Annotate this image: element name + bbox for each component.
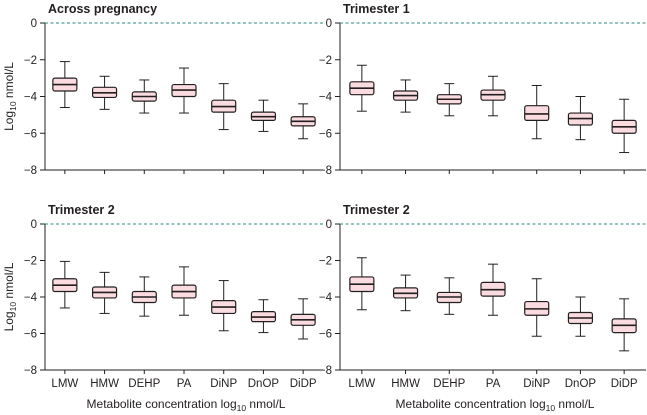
panel-2-title: Trimester 1 [343,2,410,16]
panel-3-category-label-dnop: DnOP [248,378,280,390]
panel-4-category-label-dinp: DiNP [523,378,550,390]
panel-3-category-label-lmw: LMW [51,378,78,390]
panel-2-y-tick-label: 0 [326,18,332,30]
panel-4-y-tick-label: −6 [319,329,332,341]
panel-2-y-tick-label: −8 [319,165,332,177]
panel-1-y-tick-label: −8 [24,165,37,177]
panel-3-y-tick-label: 0 [31,219,37,231]
panel-2-box-dinp [524,105,550,121]
panel-3-y-tick-label: −4 [24,292,38,304]
panel-4-y-tick-label: −2 [319,256,332,268]
panel-1-y-tick-label: −4 [24,92,38,104]
panel-1-y-tick-label: 0 [31,18,37,30]
panel-2-y-tick-label: −2 [319,55,332,67]
panel-2-y-tick-label: −4 [319,92,333,104]
panel-4-x-axis-label: Metabolite concentration log10 nmol/L [396,397,595,413]
panel-4-category-label-lmw: LMW [348,378,375,390]
panel-3-title: Trimester 2 [48,203,115,217]
panel-4-y-tick-label: −4 [319,292,333,304]
panel-4-category-label-didp: DiDP [611,378,638,390]
panel-1-y-tick-label: −2 [24,55,37,67]
panel-3-y-tick-label: −8 [24,365,37,377]
panel-3-x-axis-label: Metabolite concentration log10 nmol/L [87,397,286,413]
panel-3-category-label-dehp: DEHP [128,378,160,390]
panel-4-category-label-pa: PA [486,378,501,390]
panel-4-category-label-hmw: HMW [391,378,420,390]
panel-3-y-tick-label: −2 [24,256,37,268]
panel-3-category-label-hmw: HMW [90,378,119,390]
panel-4-y-tick-label: 0 [326,219,332,231]
panel-3-category-label-dinp: DiNP [210,378,237,390]
panel-3-y-axis-label: Log10 nmol/L [2,262,18,331]
panel-4-title: Trimester 2 [343,203,410,217]
panel-1-y-tick-label: −6 [24,128,37,140]
panel-3-y-tick-label: −6 [24,329,37,341]
panel-4-category-label-dnop: DnOP [565,378,597,390]
panel-1-y-axis-label: Log10 nmol/L [2,62,18,131]
panel-3-category-label-pa: PA [177,378,192,390]
panel-3-category-label-didp: DiDP [290,378,317,390]
panel-2-y-tick-label: −6 [319,128,332,140]
panel-4-category-label-dehp: DEHP [433,378,465,390]
panel-4-y-tick-label: −8 [319,365,332,377]
panel-1-title: Across pregnancy [48,2,157,16]
